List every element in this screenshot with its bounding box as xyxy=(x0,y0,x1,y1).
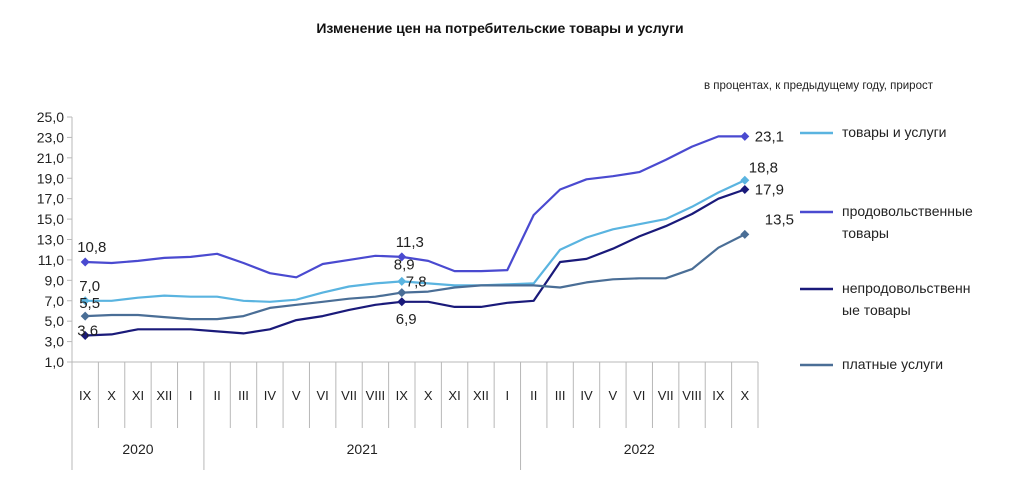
x-tick-label: X xyxy=(424,388,433,403)
data-point-marker xyxy=(397,252,407,262)
legend-label: товары xyxy=(842,225,889,241)
data-label: 8,9 xyxy=(394,256,415,273)
data-point-marker xyxy=(80,330,90,340)
x-tick-label: XI xyxy=(448,388,460,403)
y-tick-label: 11,0 xyxy=(38,252,64,268)
y-tick-label: 17,0 xyxy=(37,191,64,207)
y-tick-label: 23,0 xyxy=(37,129,64,145)
x-tick-label: VIII xyxy=(366,388,386,403)
legend-label: товары и услуги xyxy=(842,124,947,140)
data-label: 5,5 xyxy=(79,295,100,312)
series-line-0 xyxy=(85,179,746,303)
x-tick-label: III xyxy=(238,388,249,403)
x-tick-label: I xyxy=(189,388,193,403)
x-tick-label: IX xyxy=(712,388,725,403)
data-label: 7,0 xyxy=(79,278,100,295)
data-label: 17,9 xyxy=(755,181,784,198)
chart-subtitle: в процентах, к предыдущему году, прирост xyxy=(704,80,933,92)
data-label: 7,8 xyxy=(406,274,427,291)
y-tick-label: 7,0 xyxy=(45,293,65,309)
x-tick-label: VI xyxy=(633,388,645,403)
legend-label: непродовольственн xyxy=(842,280,970,296)
legend: товары и услуги продовольственные товары не… xyxy=(800,124,973,372)
data-label: 3,6 xyxy=(77,322,98,339)
data-labels: 7,0 8,9 18,8 10,8 11,3 23,1 3,6 6,9 17,9 5,5 7,8 13… xyxy=(77,128,794,339)
x-tick-label: I xyxy=(506,388,510,403)
y-tick-label: 9,0 xyxy=(45,272,65,288)
data-point-marker xyxy=(397,276,407,286)
series-line-3 xyxy=(85,233,746,321)
x-tick-label: XI xyxy=(132,388,144,403)
x-tick-label: VII xyxy=(341,388,357,403)
data-point-marker xyxy=(740,131,750,141)
x-tick-label: IV xyxy=(264,388,277,403)
x-tick-label: V xyxy=(609,388,618,403)
y-tick-label: 1,0 xyxy=(45,354,65,370)
y-tick-label: 19,0 xyxy=(37,170,64,186)
x-tick-label: X xyxy=(107,388,116,403)
x-tick-label: VI xyxy=(317,388,329,403)
x-tick-label: IX xyxy=(79,388,92,403)
x-tick-label: IV xyxy=(580,388,593,403)
x-tick-label: VIII xyxy=(682,388,702,403)
x-tick-label: II xyxy=(213,388,220,403)
data-point-marker xyxy=(740,175,750,185)
data-label: 11,3 xyxy=(396,234,424,251)
year-label: 2020 xyxy=(122,441,153,457)
y-tick-label: 21,0 xyxy=(37,150,64,166)
chart-title: Изменение цен на потребительские товары … xyxy=(316,20,684,36)
y-tick-label: 15,0 xyxy=(37,211,64,227)
year-label: 2022 xyxy=(624,441,655,457)
x-tick-label: III xyxy=(555,388,566,403)
data-label: 13,5 xyxy=(765,211,794,228)
data-label: 10,8 xyxy=(77,239,106,256)
y-tick-label: 3,0 xyxy=(45,334,65,350)
series-line-2 xyxy=(85,188,746,337)
axes: 1,0 3,0 5,0 7,0 9,0 11,0 13,0 15,0 17,0 19,0 21,0 2… xyxy=(37,109,759,470)
series-line-1 xyxy=(85,135,745,279)
data-label: 18,8 xyxy=(749,159,778,176)
data-point-marker xyxy=(80,257,90,267)
x-tick-label: II xyxy=(530,388,537,403)
data-label: 6,9 xyxy=(396,311,417,328)
x-tick-label: X xyxy=(740,388,749,403)
x-tick-label: VII xyxy=(658,388,674,403)
x-tick-label: XII xyxy=(473,388,489,403)
data-point-marker xyxy=(740,229,750,239)
legend-label: ые товары xyxy=(842,302,911,318)
data-point-marker xyxy=(80,311,90,321)
data-point-marker xyxy=(397,288,407,298)
x-tick-label: XII xyxy=(156,388,172,403)
y-tick-label: 25,0 xyxy=(37,109,64,125)
year-label: 2021 xyxy=(347,441,378,457)
data-point-marker xyxy=(740,184,750,194)
series-lines xyxy=(80,131,750,340)
x-tick-label: IX xyxy=(396,388,409,403)
legend-label: платные услуги xyxy=(842,356,943,372)
data-point-marker xyxy=(397,297,407,307)
y-tick-label: 5,0 xyxy=(45,313,65,329)
legend-label: продовольственные xyxy=(842,203,973,219)
y-tick-label: 13,0 xyxy=(37,232,64,248)
x-tick-label: V xyxy=(292,388,301,403)
data-label: 23,1 xyxy=(755,128,784,145)
data-point-marker xyxy=(80,296,90,306)
